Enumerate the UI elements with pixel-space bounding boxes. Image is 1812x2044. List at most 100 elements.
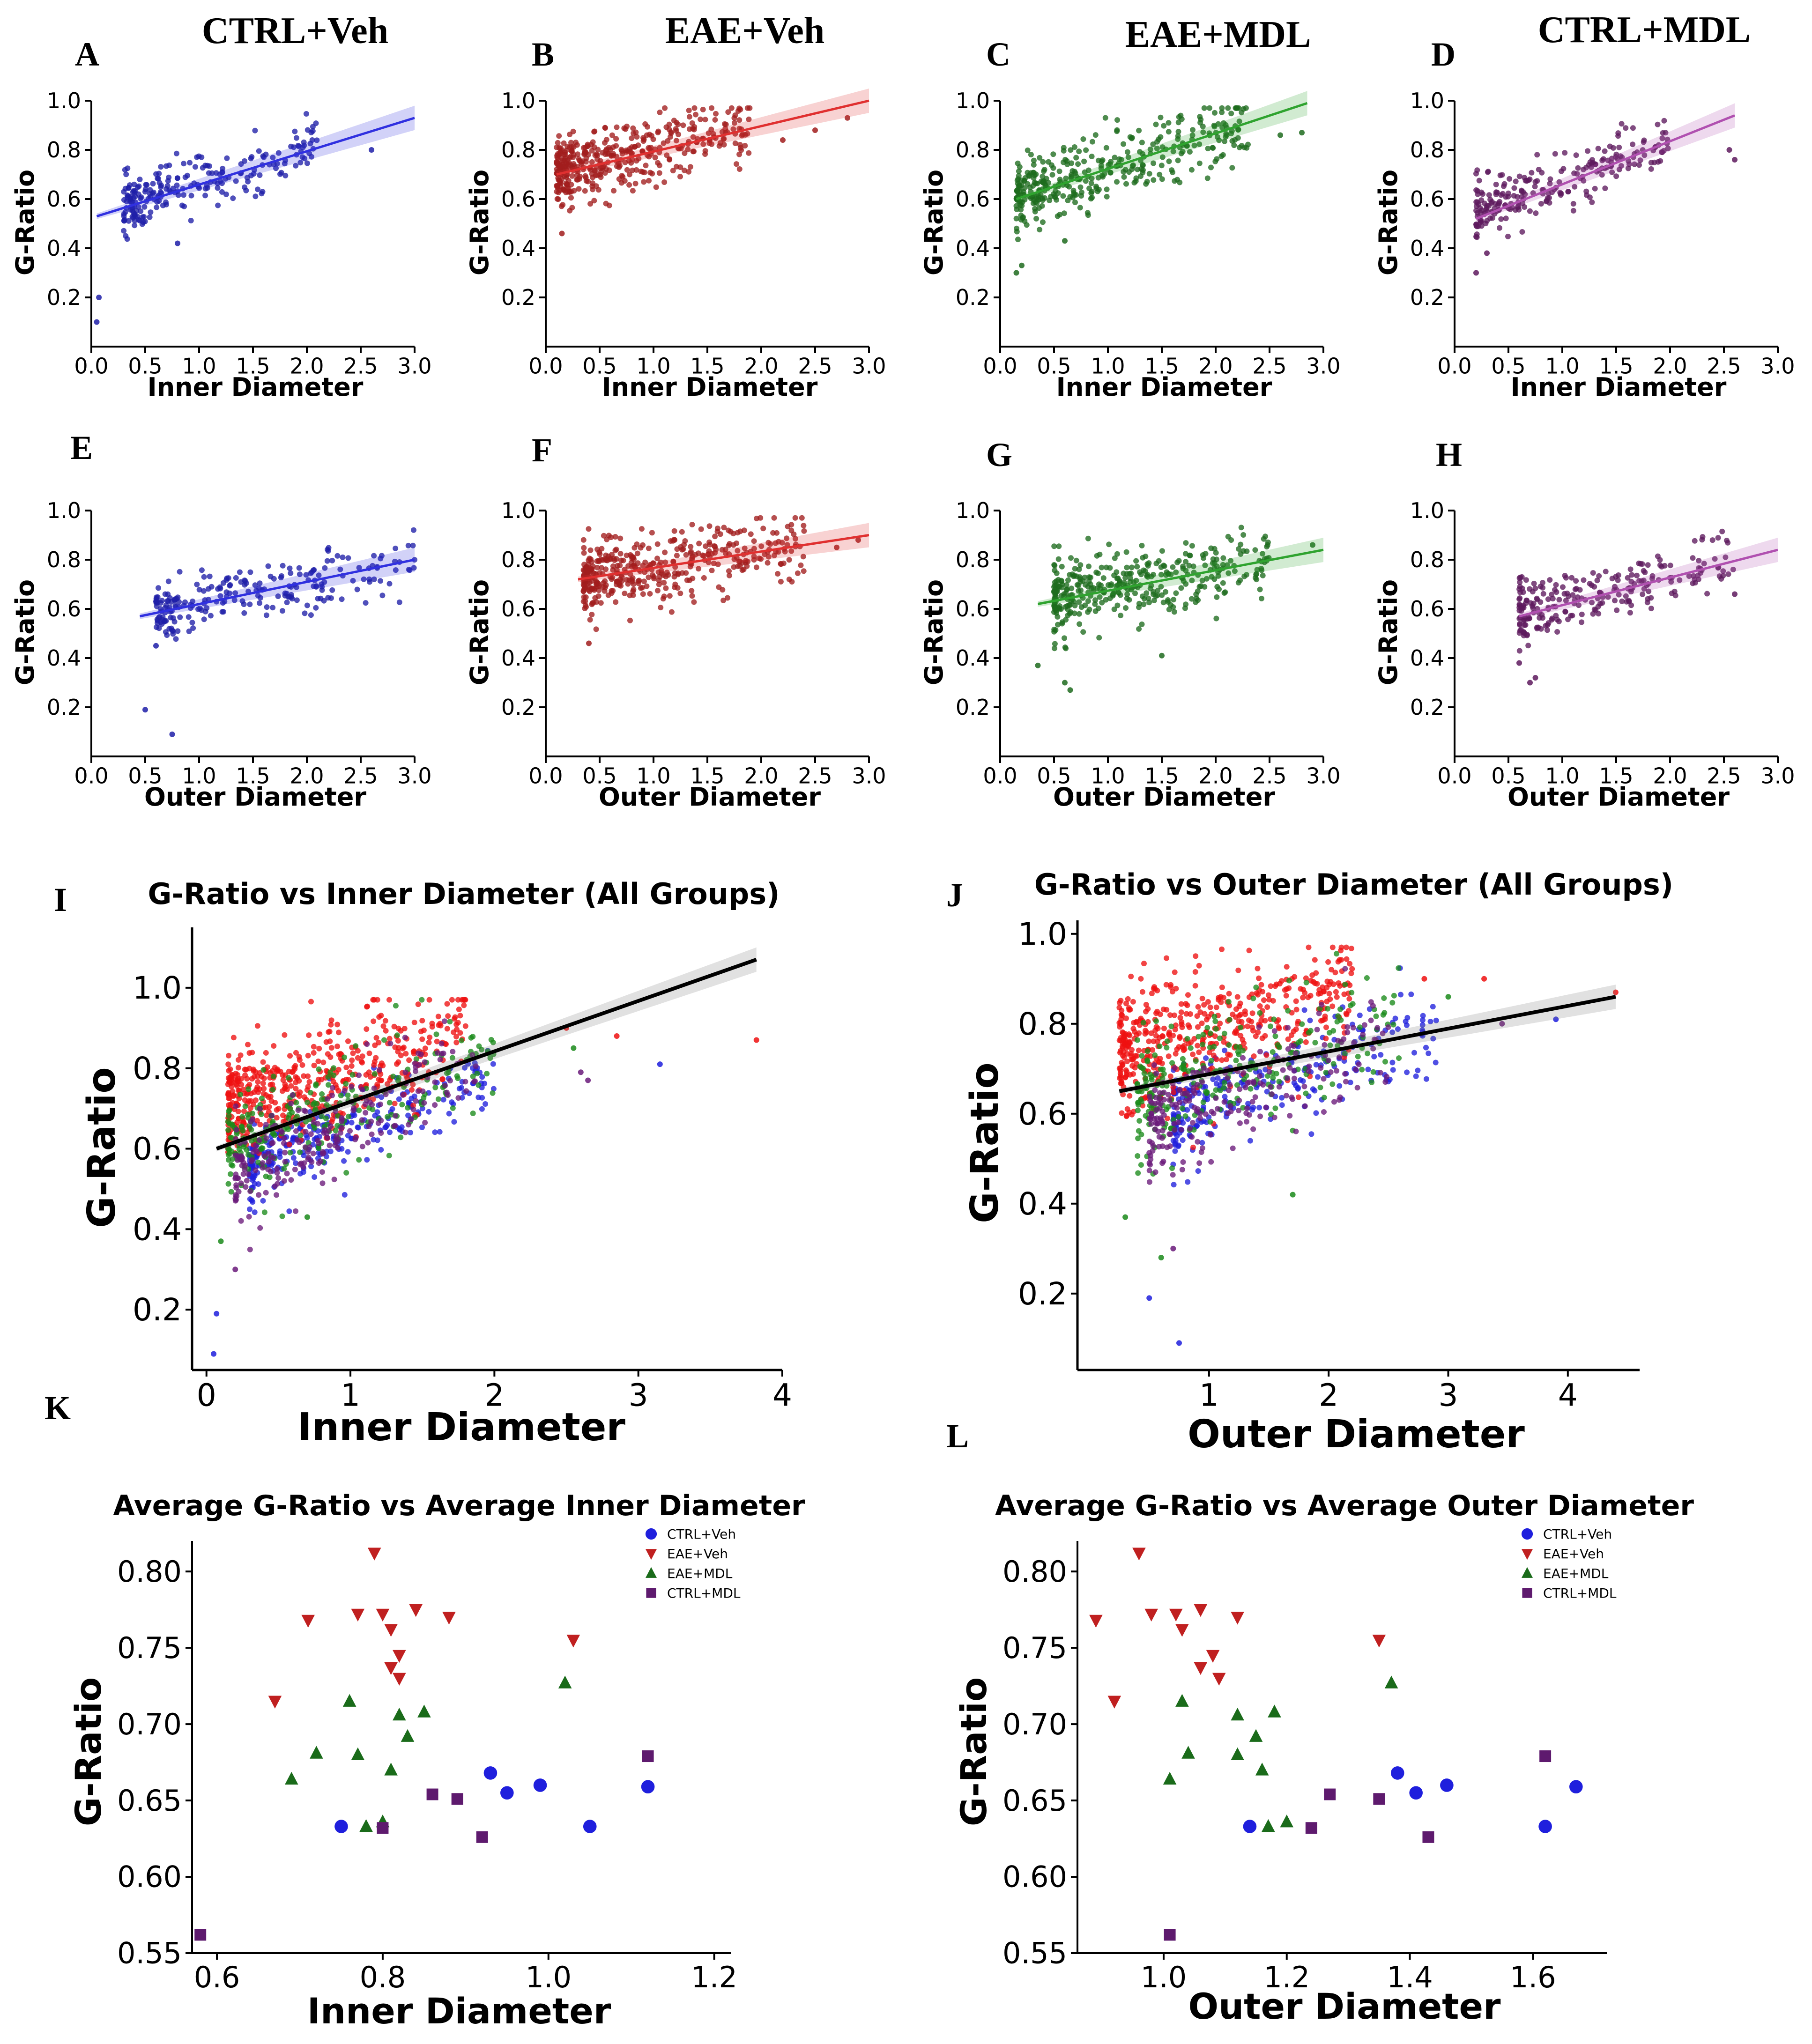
panel-f-ytick-label-4: 0.2 <box>501 695 535 720</box>
panel-i-ctrl-veh-point <box>451 1119 457 1125</box>
panel-a-point <box>147 214 153 220</box>
panel-c-xtick-label-6: 3.0 <box>1306 354 1340 379</box>
panel-b-point <box>677 164 683 170</box>
panel-h-point <box>1521 629 1527 635</box>
panel-j-eae-veh-point <box>1207 1004 1213 1010</box>
panel-e-ylabel: G-Ratio <box>10 579 40 685</box>
panel-b-point <box>673 138 679 144</box>
panel-g-point <box>1187 552 1193 558</box>
panel-e-outlier-1 <box>169 731 175 737</box>
panel-c-point <box>1229 165 1235 171</box>
panel-i-eae-mdl-point <box>447 1019 453 1025</box>
panel-j-ctrl-veh-point <box>1170 1111 1176 1117</box>
panel-g-point <box>1126 597 1132 603</box>
panel-g-point <box>1065 577 1071 583</box>
panel-i-eae-veh-point <box>280 1077 286 1083</box>
panel-c-point <box>1013 203 1019 209</box>
panel-b-point <box>681 167 687 173</box>
panel-c-point <box>1089 154 1095 159</box>
panel-d-point <box>1623 125 1629 131</box>
panel-d-point <box>1589 199 1595 205</box>
group-title-ctrl-veh: CTRL+Veh <box>202 10 388 52</box>
panel-g-point <box>1238 541 1244 548</box>
panel-l-xlabel: Outer Diameter <box>1188 1985 1501 2027</box>
panel-b-point <box>649 170 655 177</box>
panel-h-point <box>1640 591 1646 597</box>
panel-h-point <box>1534 595 1540 601</box>
panel-b-xtick-label-4: 2.0 <box>744 354 778 379</box>
panel-e-point <box>153 598 159 604</box>
panel-b-point <box>554 189 560 195</box>
panel-i-ctrl-mdl-point <box>432 1079 438 1085</box>
panel-i-ctrl-veh-point <box>437 1129 443 1135</box>
panel-j-ctrl-veh-point <box>1404 1022 1410 1028</box>
panel-a-point <box>282 172 289 178</box>
panel-i-ctrl-mdl-point <box>334 1145 341 1151</box>
panel-a-xlabel: Inner Diameter <box>148 372 364 402</box>
panel-j-eae-veh-point <box>1233 1028 1239 1034</box>
panel-i-ctrl-mdl-point <box>339 1125 345 1131</box>
panel-i-eae-veh-point <box>349 1057 355 1063</box>
panel-j-ctrl-veh-point <box>1390 1067 1396 1073</box>
panel-i-ctrl-mdl-point <box>263 1190 269 1196</box>
panel-e-ytick-label-2: 0.6 <box>47 596 81 622</box>
panel-b-point <box>582 188 588 194</box>
panel-j-eae-mdl-point <box>1135 1107 1141 1113</box>
panel-i-eae-mdl-point <box>316 1066 322 1072</box>
panel-h-point <box>1537 584 1544 590</box>
panel-d-point <box>1546 195 1552 201</box>
panel-f-point <box>581 586 587 592</box>
panel-j-eae-veh-point <box>1349 966 1355 972</box>
panel-j-eae-veh-point <box>1139 989 1145 995</box>
panel-e-point <box>162 618 168 624</box>
panel-a-ytick-label-2: 0.6 <box>47 186 81 212</box>
panel-i-ctrl-mdl-point <box>410 1106 416 1112</box>
panel-e-point <box>238 579 244 585</box>
panel-i-eae-mdl-point <box>476 1043 482 1049</box>
panel-h-point <box>1594 578 1600 584</box>
panel-i-eae-mdl-point <box>432 1084 438 1090</box>
panel-d-point <box>1661 118 1667 124</box>
panel-i-eae-veh-point <box>242 1072 248 1078</box>
panel-h-xtick-label-6: 3.0 <box>1760 763 1795 789</box>
panel-d-point <box>1534 152 1540 158</box>
panel-d-point <box>1522 178 1529 184</box>
panel-j-eae-veh-point <box>1124 1059 1130 1065</box>
panel-g-point <box>1156 558 1162 564</box>
panel-a-point <box>158 164 164 170</box>
panel-i-eae-veh-point <box>444 1001 450 1007</box>
panel-f-point <box>609 590 615 596</box>
panel-i-ctrl-veh-point <box>286 1208 292 1214</box>
panel-h-point <box>1534 626 1540 631</box>
panel-g-ytick-label-0: 1.0 <box>956 498 990 523</box>
panel-i-eae-veh-outlier-2 <box>614 1033 620 1039</box>
panel-i-ctrl-mdl-point <box>378 1101 383 1107</box>
panel-g-ylabel: G-Ratio <box>919 579 949 685</box>
panel-f-point <box>689 588 695 594</box>
panel-c-point <box>1158 114 1164 120</box>
panel-i-ctrl-mdl-point <box>238 1180 244 1186</box>
panel-b-point <box>641 179 647 185</box>
panel-a-point <box>223 191 229 197</box>
panel-g-point <box>1129 564 1135 570</box>
panel-g-point <box>1193 591 1199 597</box>
panel-i-eae-veh-point <box>246 1066 252 1072</box>
panel-f-point <box>662 549 668 555</box>
panel-b-point <box>616 164 622 170</box>
panel-g-outlier-2 <box>1067 687 1073 693</box>
panel-f-point <box>639 526 645 532</box>
panel-j-eae-mdl-point <box>1342 981 1348 987</box>
group-title-eae-mdl: EAE+MDL <box>1125 14 1311 55</box>
panel-c-point <box>1099 158 1105 164</box>
panel-f-point <box>654 588 661 593</box>
panel-c-point <box>1208 164 1214 170</box>
panel-i-ctrl-veh-point <box>396 1096 402 1102</box>
panel-c-point <box>1065 198 1071 203</box>
panel-j-eae-veh-point <box>1346 996 1352 1002</box>
panel-g-point <box>1259 595 1264 601</box>
panel-i-eae-mdl-point <box>421 1095 427 1101</box>
panel-i-eae-veh-point <box>398 1028 404 1034</box>
panel-d-point <box>1505 190 1511 196</box>
panel-b-point <box>562 152 568 157</box>
panel-i-ctrl-mdl-point <box>359 1117 365 1123</box>
